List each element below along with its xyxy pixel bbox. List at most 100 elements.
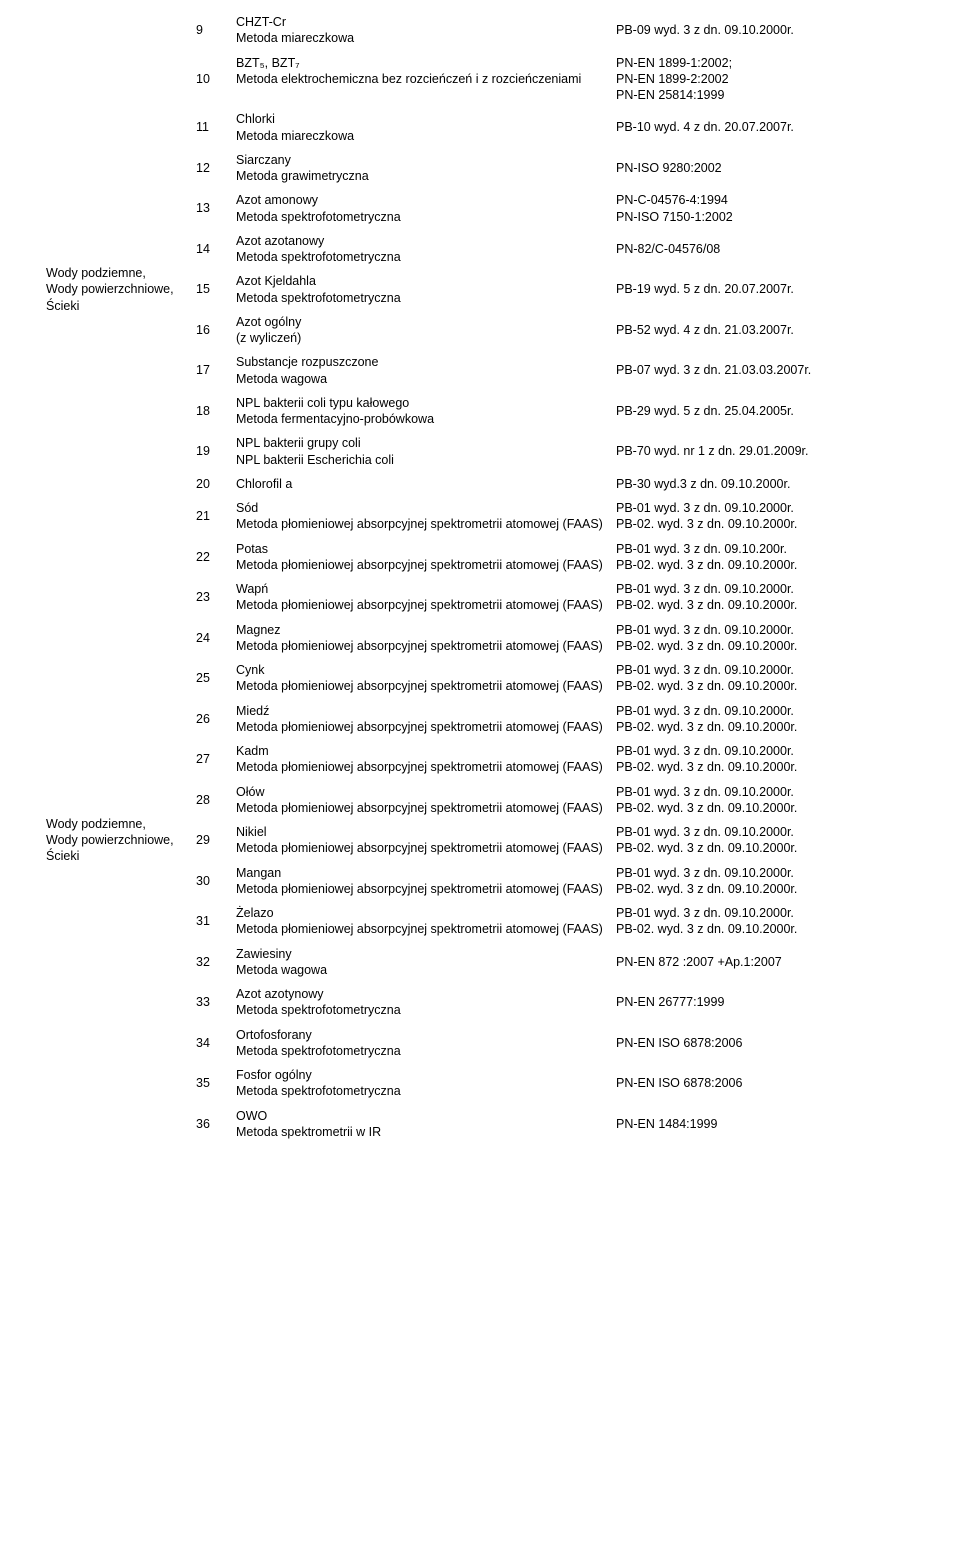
description-cell: CynkMetoda płomieniowej absorpcyjnej spe…	[230, 658, 610, 699]
category-cell-empty	[40, 472, 190, 496]
table-row: 21SódMetoda płomieniowej absorpcyjnej sp…	[40, 496, 920, 537]
row-number-cell: 17	[190, 350, 230, 391]
description-cell: Substancje rozpuszczoneMetoda wagowa	[230, 350, 610, 391]
description-cell: PotasMetoda płomieniowej absorpcyjnej sp…	[230, 537, 610, 578]
description-cell: MagnezMetoda płomieniowej absorpcyjnej s…	[230, 618, 610, 659]
reference-cell: PB-01 wyd. 3 z dn. 09.10.2000r.PB-02. wy…	[610, 658, 920, 699]
reference-cell: PB-01 wyd. 3 z dn. 09.10.2000r.PB-02. wy…	[610, 496, 920, 537]
reference-cell: PB-01 wyd. 3 z dn. 09.10.2000r.PB-02. wy…	[610, 861, 920, 902]
row-number-cell: 10	[190, 51, 230, 108]
reference-cell: PB-01 wyd. 3 z dn. 09.10.2000r.PB-02. wy…	[610, 618, 920, 659]
description-cell: Azot azotynowyMetoda spektrofotometryczn…	[230, 982, 610, 1023]
description-cell: NPL bakterii grupy coliNPL bakterii Esch…	[230, 431, 610, 472]
row-number-cell: 18	[190, 391, 230, 432]
row-number-cell: 14	[190, 229, 230, 270]
row-number-cell: 15	[190, 269, 230, 310]
row-number-cell: 34	[190, 1023, 230, 1064]
reference-cell: PN-82/C-04576/08	[610, 229, 920, 270]
row-number-cell: 36	[190, 1104, 230, 1145]
description-cell: Azot azotanowyMetoda spektrofotometryczn…	[230, 229, 610, 270]
table-row: 19NPL bakterii grupy coliNPL bakterii Es…	[40, 431, 920, 472]
row-number-cell: 21	[190, 496, 230, 537]
reference-cell: PB-19 wyd. 5 z dn. 20.07.2007r.	[610, 269, 920, 310]
description-cell: Azot KjeldahlaMetoda spektrofotometryczn…	[230, 269, 610, 310]
category-cell-empty	[40, 391, 190, 432]
row-number-cell: 25	[190, 658, 230, 699]
table-row: 9CHZT-CrMetoda miareczkowaPB-09 wyd. 3 z…	[40, 10, 920, 51]
row-number-cell: 19	[190, 431, 230, 472]
category-cell: Wody podziemne,Wody powierzchniowe,Ściek…	[40, 537, 190, 1145]
description-cell: OłówMetoda płomieniowej absorpcyjnej spe…	[230, 780, 610, 821]
reference-cell: PB-01 wyd. 3 z dn. 09.10.2000r.PB-02. wy…	[610, 820, 920, 861]
document-page: 9CHZT-CrMetoda miareczkowaPB-09 wyd. 3 z…	[0, 0, 960, 1174]
category-cell-empty	[40, 10, 190, 51]
table-row: 18NPL bakterii coli typu kałowegoMetoda …	[40, 391, 920, 432]
reference-cell: PN-EN 872 :2007 +Ap.1:2007	[610, 942, 920, 983]
description-cell: ManganMetoda płomieniowej absorpcyjnej s…	[230, 861, 610, 902]
table-row: Wody podziemne,Wody powierzchniowe,Ściek…	[40, 188, 920, 229]
reference-cell: PB-09 wyd. 3 z dn. 09.10.2000r.	[610, 10, 920, 51]
table-row: 10BZT₅, BZT₇Metoda elektrochemiczna bez …	[40, 51, 920, 108]
description-cell: MiedźMetoda płomieniowej absorpcyjnej sp…	[230, 699, 610, 740]
row-number-cell: 23	[190, 577, 230, 618]
row-number-cell: 29	[190, 820, 230, 861]
description-cell: KadmMetoda płomieniowej absorpcyjnej spe…	[230, 739, 610, 780]
description-cell: SiarczanyMetoda grawimetryczna	[230, 148, 610, 189]
description-cell: Chlorofil a	[230, 472, 610, 496]
category-cell-empty	[40, 148, 190, 189]
reference-cell: PB-30 wyd.3 z dn. 09.10.2000r.	[610, 472, 920, 496]
row-number-cell: 31	[190, 901, 230, 942]
description-cell: Azot amonowyMetoda spektrofotometryczna	[230, 188, 610, 229]
description-cell: WapńMetoda płomieniowej absorpcyjnej spe…	[230, 577, 610, 618]
row-number-cell: 28	[190, 780, 230, 821]
row-number-cell: 9	[190, 10, 230, 51]
description-cell: NPL bakterii coli typu kałowegoMetoda fe…	[230, 391, 610, 432]
description-cell: Fosfor ogólnyMetoda spektrofotometryczna	[230, 1063, 610, 1104]
description-cell: ChlorkiMetoda miareczkowa	[230, 107, 610, 148]
table-body: 9CHZT-CrMetoda miareczkowaPB-09 wyd. 3 z…	[40, 10, 920, 1144]
row-number-cell: 22	[190, 537, 230, 578]
reference-cell: PB-01 wyd. 3 z dn. 09.10.2000r.PB-02. wy…	[610, 577, 920, 618]
row-number-cell: 30	[190, 861, 230, 902]
row-number-cell: 11	[190, 107, 230, 148]
table-row: Wody podziemne,Wody powierzchniowe,Ściek…	[40, 537, 920, 578]
table-row: 12SiarczanyMetoda grawimetrycznaPN-ISO 9…	[40, 148, 920, 189]
row-number-cell: 13	[190, 188, 230, 229]
reference-cell: PN-C-04576-4:1994PN-ISO 7150-1:2002	[610, 188, 920, 229]
reference-cell: PB-01 wyd. 3 z dn. 09.10.2000r.PB-02. wy…	[610, 901, 920, 942]
row-number-cell: 20	[190, 472, 230, 496]
reference-cell: PN-EN 1899-1:2002;PN-EN 1899-2:2002PN-EN…	[610, 51, 920, 108]
description-cell: SódMetoda płomieniowej absorpcyjnej spek…	[230, 496, 610, 537]
description-cell: OrtofosforanyMetoda spektrofotometryczna	[230, 1023, 610, 1064]
reference-cell: PB-07 wyd. 3 z dn. 21.03.03.2007r.	[610, 350, 920, 391]
category-cell-empty	[40, 431, 190, 472]
category-cell-empty	[40, 51, 190, 108]
row-number-cell: 12	[190, 148, 230, 189]
reference-cell: PB-52 wyd. 4 z dn. 21.03.2007r.	[610, 310, 920, 351]
category-cell-empty	[40, 107, 190, 148]
description-cell: CHZT-CrMetoda miareczkowa	[230, 10, 610, 51]
main-table: 9CHZT-CrMetoda miareczkowaPB-09 wyd. 3 z…	[40, 10, 920, 1144]
reference-cell: PB-01 wyd. 3 z dn. 09.10.2000r.PB-02. wy…	[610, 699, 920, 740]
table-row: 20Chlorofil aPB-30 wyd.3 z dn. 09.10.200…	[40, 472, 920, 496]
row-number-cell: 24	[190, 618, 230, 659]
description-cell: OWOMetoda spektrometrii w IR	[230, 1104, 610, 1145]
reference-cell: PN-EN 26777:1999	[610, 982, 920, 1023]
reference-cell: PN-ISO 9280:2002	[610, 148, 920, 189]
description-cell: NikielMetoda płomieniowej absorpcyjnej s…	[230, 820, 610, 861]
category-cell-empty	[40, 496, 190, 537]
table-row: 11ChlorkiMetoda miareczkowaPB-10 wyd. 4 …	[40, 107, 920, 148]
reference-cell: PB-70 wyd. nr 1 z dn. 29.01.2009r.	[610, 431, 920, 472]
reference-cell: PN-EN 1484:1999	[610, 1104, 920, 1145]
reference-cell: PB-01 wyd. 3 z dn. 09.10.2000r.PB-02. wy…	[610, 780, 920, 821]
description-cell: ZawiesinyMetoda wagowa	[230, 942, 610, 983]
reference-cell: PB-01 wyd. 3 z dn. 09.10.2000r.PB-02. wy…	[610, 739, 920, 780]
description-cell: Azot ogólny(z wyliczeń)	[230, 310, 610, 351]
row-number-cell: 26	[190, 699, 230, 740]
row-number-cell: 32	[190, 942, 230, 983]
description-cell: BZT₅, BZT₇Metoda elektrochemiczna bez ro…	[230, 51, 610, 108]
category-cell: Wody podziemne,Wody powierzchniowe,Ściek…	[40, 188, 190, 391]
reference-cell: PB-29 wyd. 5 z dn. 25.04.2005r.	[610, 391, 920, 432]
reference-cell: PN-EN ISO 6878:2006	[610, 1023, 920, 1064]
reference-cell: PN-EN ISO 6878:2006	[610, 1063, 920, 1104]
